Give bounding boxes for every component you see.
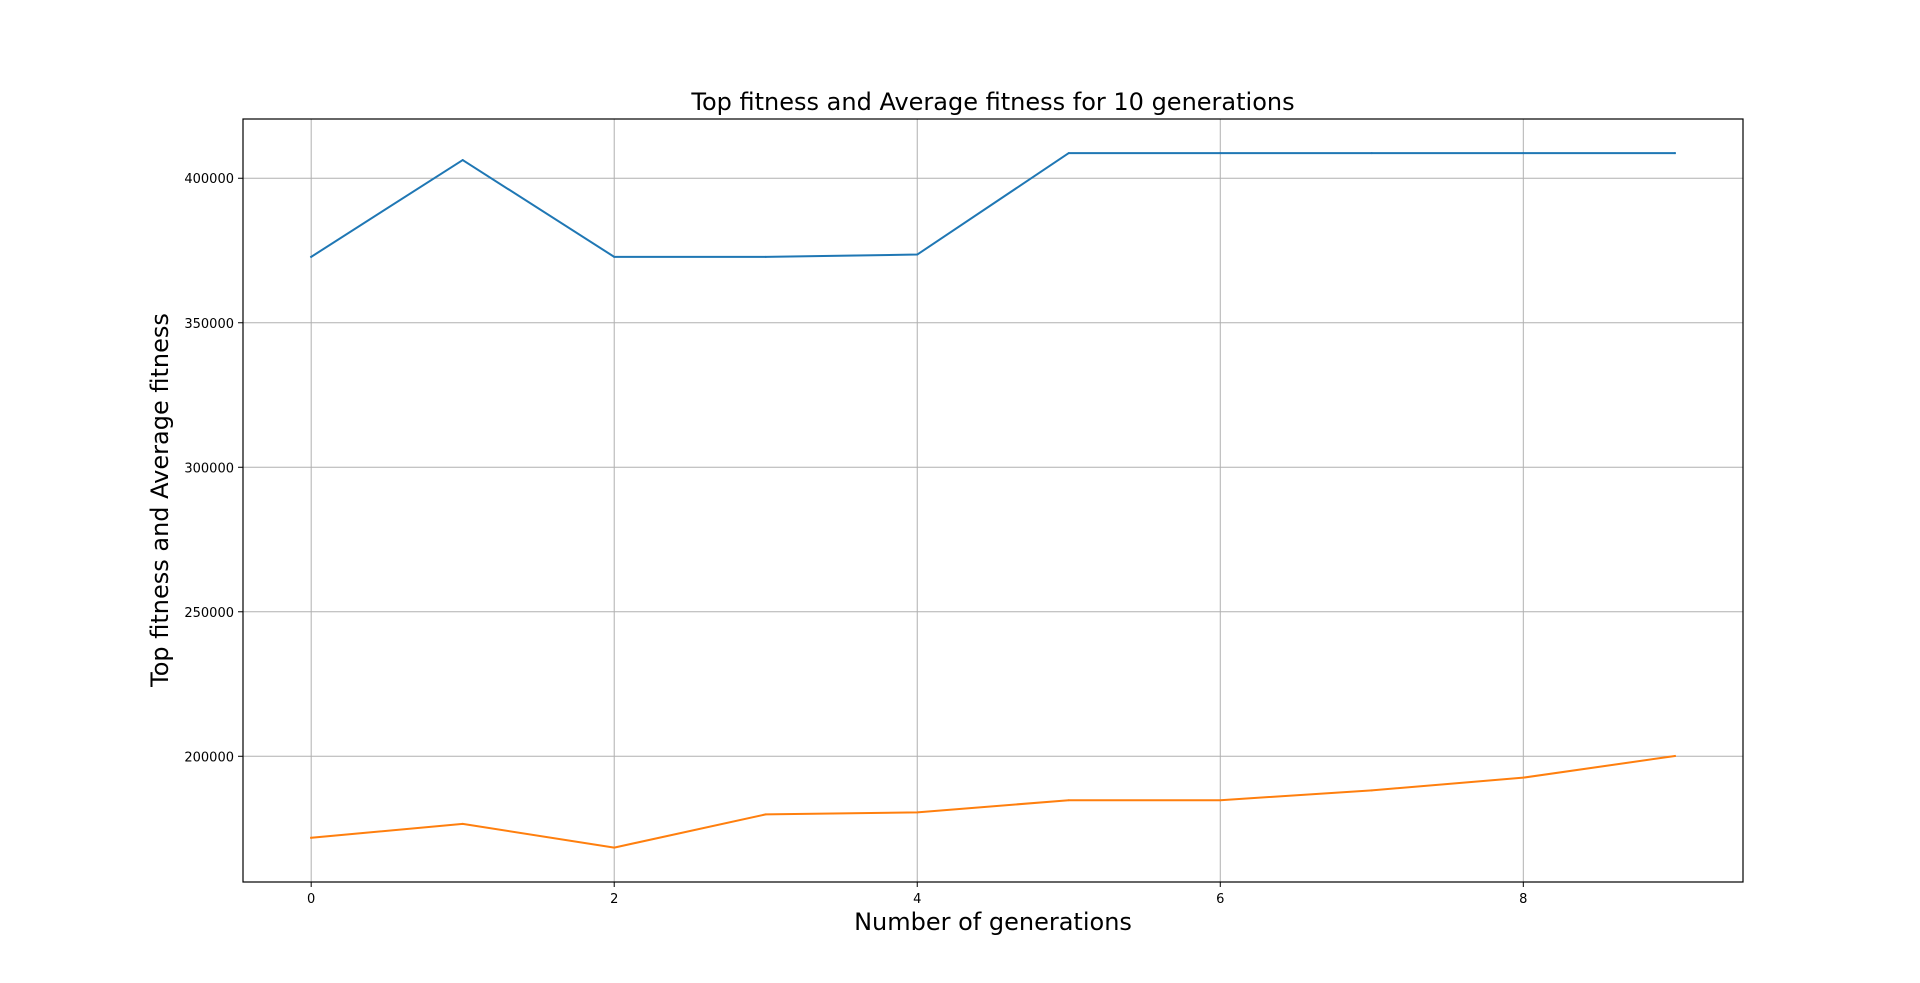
grid <box>243 119 1743 882</box>
series-1-point <box>1370 789 1373 792</box>
x-tick-label: 4 <box>913 892 921 907</box>
series-1-point <box>916 811 919 814</box>
series-1-point <box>1673 754 1676 757</box>
series-1-point <box>1219 799 1222 802</box>
series-1-point <box>613 846 616 849</box>
plot-area-frame <box>242 118 1744 883</box>
series-0-point <box>461 159 464 162</box>
y-tick-label: 250000 <box>184 606 234 621</box>
x-tick-label: 0 <box>307 892 315 907</box>
series-line-top-fitness <box>309 152 1676 259</box>
chart-title: Top fitness and Average fitness for 10 g… <box>690 88 1294 116</box>
y-tick-label: 400000 <box>184 172 234 187</box>
y-tick-label: 300000 <box>184 461 234 476</box>
series-0-point <box>1673 152 1676 155</box>
y-axis-label: Top fitness and Average fitness <box>146 313 174 688</box>
series-0-point <box>1067 152 1070 155</box>
series-lines <box>309 152 1676 849</box>
series-1-point <box>461 822 464 825</box>
x-tick-label: 6 <box>1216 892 1224 907</box>
y-tick-label: 350000 <box>184 317 234 332</box>
x-tick-label: 2 <box>610 892 618 907</box>
x-axis-label: Number of generations <box>854 908 1132 936</box>
series-0-point <box>916 253 919 256</box>
series-line-average-fitness <box>310 754 1676 849</box>
series-0-point <box>613 255 616 258</box>
series-1-point <box>764 813 767 816</box>
axis-ticks: 0 2 4 6 8 200000 250000 300000 350000 400000 <box>184 172 1527 907</box>
series-0-point <box>1370 152 1373 155</box>
series-1-point <box>310 836 313 839</box>
x-tick-label: 8 <box>1519 892 1527 907</box>
series-0-point <box>1522 152 1525 155</box>
series-1-point <box>1522 776 1525 779</box>
series-1-point <box>1067 799 1070 802</box>
series-0-point <box>1219 152 1222 155</box>
series-0-point <box>310 255 313 258</box>
series-0-point <box>764 255 767 258</box>
y-tick-label: 200000 <box>184 750 234 765</box>
